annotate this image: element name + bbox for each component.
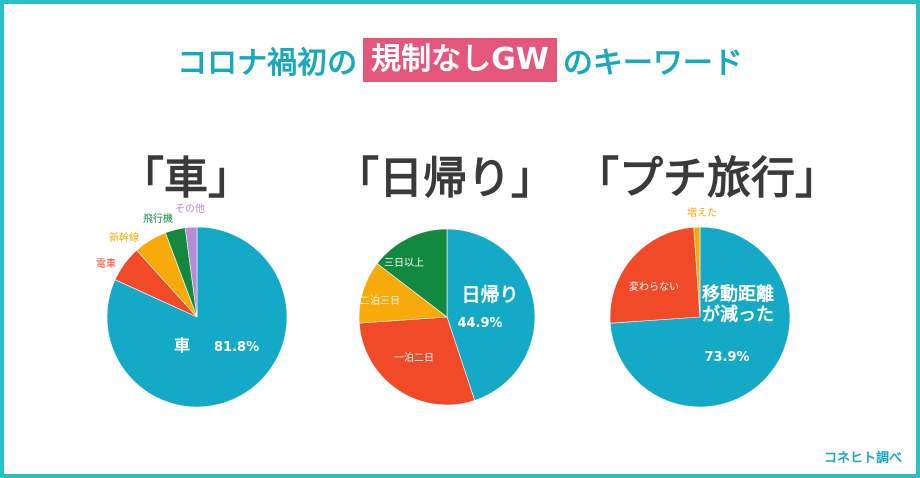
slice-label: 新幹線 — [109, 231, 139, 244]
slice-value-label: 44.9% — [457, 316, 502, 331]
title-suffix: のキーワード — [562, 46, 743, 81]
slice-label: 変わらない — [629, 280, 679, 293]
keyword-petit-trip: 「プチ旅行」 — [575, 153, 839, 204]
slice-value-label: 81.8% — [214, 340, 259, 355]
pie-slice — [358, 263, 448, 324]
keyword-day-trip: 「日帰り」 — [335, 153, 555, 204]
pie-chart-distance: 移動距離が減った 変わらない 増えた 73.9% — [609, 206, 791, 408]
slice-label: 増えた — [687, 206, 717, 219]
keyword-car: 「車」 — [120, 153, 252, 204]
pie-slice — [446, 228, 536, 401]
slice-label: 一泊二日 — [394, 352, 434, 364]
slice-label: 移動距離が減った — [702, 283, 774, 326]
page-title: コロナ禍初の 規制なしGW のキーワード — [0, 36, 920, 84]
pie-slice — [184, 226, 198, 318]
slice-value-label: 73.9% — [704, 350, 749, 365]
slice-label: 二泊三日 — [360, 295, 400, 307]
pie-slice — [376, 228, 448, 318]
slice-label: その他 — [175, 202, 205, 215]
slice-label: 飛行機 — [143, 212, 173, 225]
pie-slice — [358, 316, 476, 406]
title-highlight: 規制なしGW — [363, 38, 557, 82]
slice-label: 三日以上 — [384, 257, 424, 269]
slice-label: 日帰り — [461, 284, 518, 306]
source-credit: コネヒト調べ — [823, 451, 902, 466]
title-prefix: コロナ禍初の — [177, 46, 358, 81]
slice-label: 車 — [174, 336, 190, 355]
pie-slice — [609, 226, 701, 324]
slice-label: 電車 — [96, 257, 116, 270]
pie-slice — [693, 226, 701, 318]
